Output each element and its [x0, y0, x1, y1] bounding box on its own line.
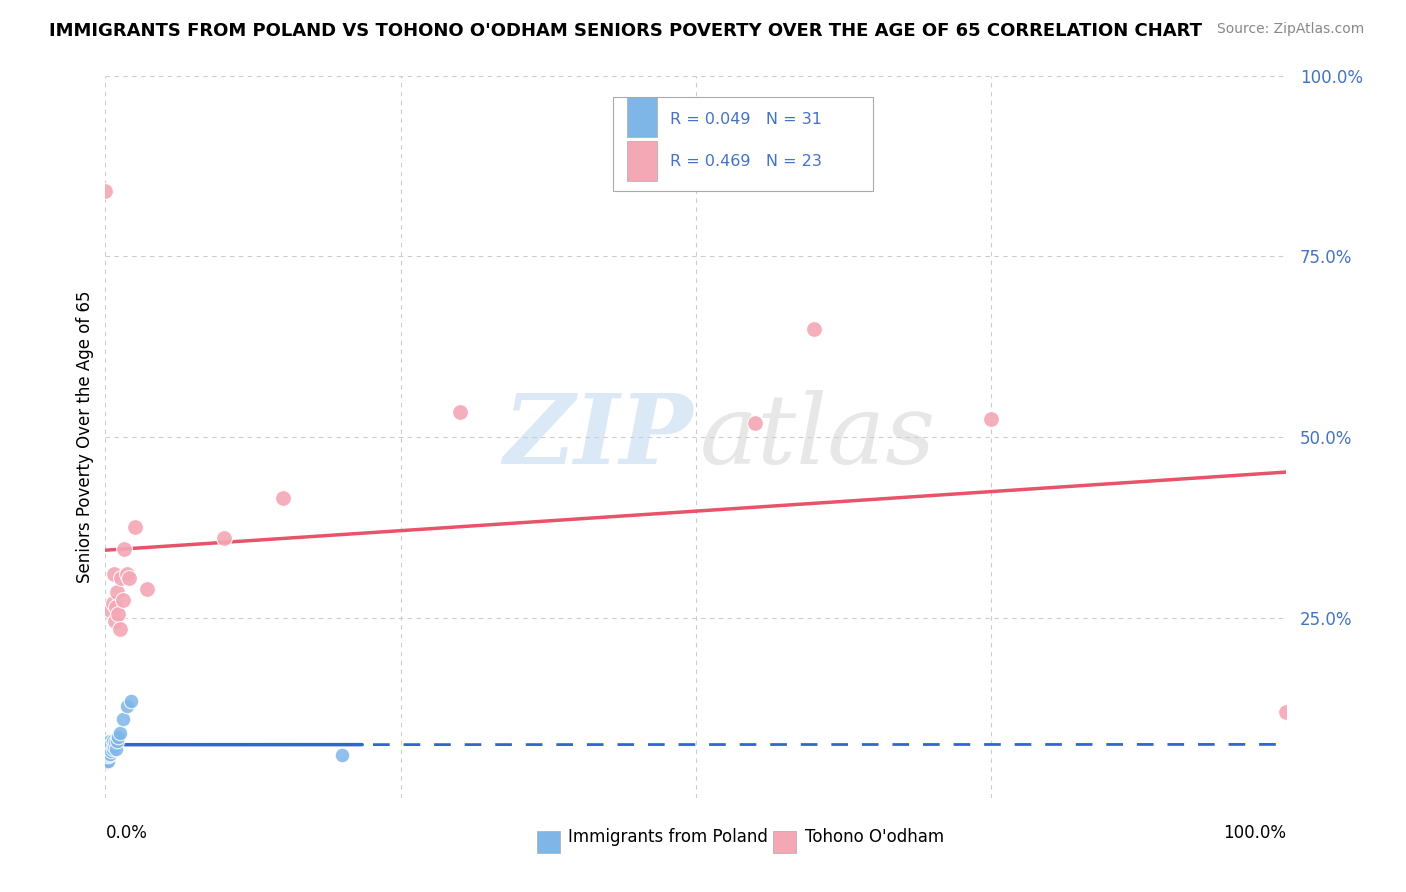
Point: [115, 698, 138, 713]
Text: atlas: atlas: [700, 390, 935, 484]
Point: [744, 416, 766, 430]
Point: [104, 735, 127, 749]
Point: [135, 582, 157, 596]
Point: [107, 730, 129, 744]
Point: [98, 743, 121, 757]
Bar: [627, 97, 657, 137]
Point: [100, 737, 122, 751]
Text: Immigrants from Poland: Immigrants from Poland: [568, 828, 768, 846]
Point: [96, 755, 118, 769]
Point: [103, 567, 125, 582]
Point: [98, 747, 121, 761]
Point: [112, 542, 135, 557]
Point: [98, 740, 121, 755]
Point: [1275, 705, 1298, 719]
Point: [94, 744, 117, 758]
Text: R = 0.049   N = 31: R = 0.049 N = 31: [671, 112, 823, 127]
Point: [97, 740, 120, 755]
Bar: [537, 830, 560, 853]
Point: [115, 567, 138, 582]
Text: ZIP: ZIP: [503, 390, 692, 484]
Point: [103, 739, 125, 754]
Bar: [773, 830, 796, 853]
Point: [101, 596, 124, 610]
Point: [105, 742, 128, 756]
Point: [112, 712, 135, 726]
Point: [105, 599, 128, 614]
Point: [100, 744, 122, 758]
Point: [980, 412, 1002, 426]
Point: [120, 694, 142, 708]
Point: [330, 747, 353, 762]
Y-axis label: Seniors Poverty Over the Age of 65: Seniors Poverty Over the Age of 65: [76, 291, 94, 583]
Point: [110, 571, 132, 585]
Point: [803, 321, 825, 335]
Text: Tohono O'odham: Tohono O'odham: [804, 828, 943, 846]
Point: [97, 746, 120, 760]
Point: [97, 749, 120, 764]
Point: [118, 571, 141, 585]
Point: [107, 607, 129, 621]
Point: [108, 726, 131, 740]
Text: 100.0%: 100.0%: [1223, 824, 1286, 842]
Point: [101, 733, 124, 747]
Point: [94, 751, 117, 765]
Point: [101, 742, 124, 756]
Point: [96, 737, 118, 751]
Point: [96, 742, 118, 756]
Point: [98, 733, 121, 747]
Point: [124, 520, 146, 534]
Point: [94, 185, 117, 199]
Point: [105, 733, 128, 747]
Point: [105, 585, 128, 599]
Text: IMMIGRANTS FROM POLAND VS TOHONO O'ODHAM SENIORS POVERTY OVER THE AGE OF 65 CORR: IMMIGRANTS FROM POLAND VS TOHONO O'ODHAM…: [49, 22, 1202, 40]
Point: [98, 737, 121, 751]
Text: Source: ZipAtlas.com: Source: ZipAtlas.com: [1216, 22, 1364, 37]
Point: [108, 622, 131, 636]
Point: [96, 747, 118, 762]
Bar: [627, 141, 657, 180]
Point: [271, 491, 294, 506]
Point: [212, 531, 235, 545]
Point: [449, 405, 471, 419]
FancyBboxPatch shape: [613, 97, 873, 192]
Point: [98, 747, 121, 762]
Point: [104, 615, 127, 629]
Point: [112, 592, 135, 607]
Point: [97, 735, 120, 749]
Text: R = 0.469   N = 23: R = 0.469 N = 23: [671, 153, 823, 169]
Point: [98, 603, 121, 617]
Point: [97, 754, 120, 768]
Text: 0.0%: 0.0%: [105, 824, 148, 842]
